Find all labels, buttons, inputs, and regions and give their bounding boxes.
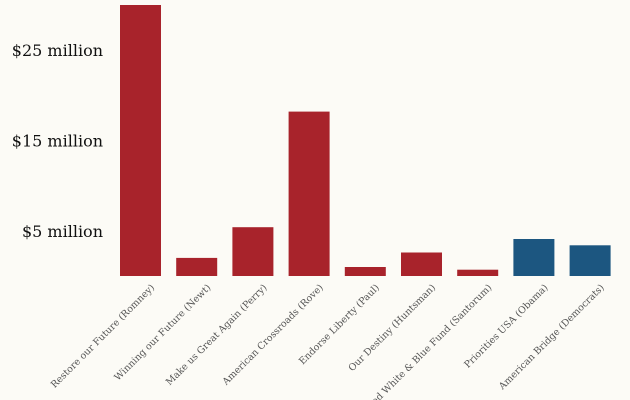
bar-american-crossroads-rove — [288, 111, 330, 276]
bar-priorities-usa-obama — [513, 239, 555, 276]
y-tick-label-0: $5 million — [22, 222, 103, 241]
y-tick-label-2: $25 million — [12, 41, 103, 60]
x-tick-label-1: Winning our Future (Newt) — [112, 282, 213, 383]
x-axis-ticks: Restore our Future (Romney)Winning our F… — [49, 282, 607, 400]
bar-red-white-blue-fund-santorum — [457, 269, 499, 276]
bar-make-us-great-again-perry — [232, 227, 274, 276]
x-tick-label-0: Restore our Future (Romney) — [49, 282, 157, 390]
bar-restore-our-future-romney — [120, 5, 161, 276]
bar-american-bridge-democrats — [569, 245, 611, 276]
bar-winning-our-future-newt — [176, 257, 218, 276]
bar-our-destiny-huntsman — [401, 252, 442, 276]
y-axis-ticks: $5 million $15 million $25 million — [12, 41, 103, 241]
x-tick-label-8: American Bridge (Democrats) — [496, 282, 606, 392]
bar-endorse-liberty-paul — [344, 267, 386, 276]
bars — [120, 5, 611, 276]
y-tick-label-1: $15 million — [12, 132, 103, 151]
x-tick-label-2: Make us Great Again (Perry) — [164, 282, 270, 388]
x-tick-label-3: American Crossroads (Rove) — [220, 282, 326, 388]
